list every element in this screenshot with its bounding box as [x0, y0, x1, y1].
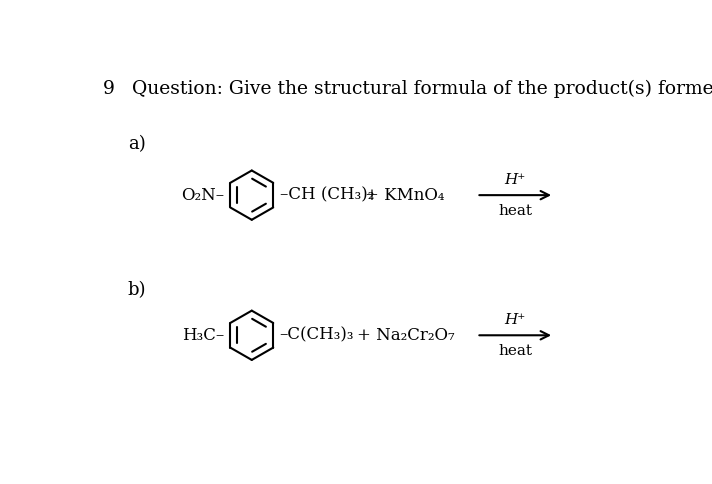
Text: O₂N–: O₂N–	[181, 187, 224, 204]
Text: + Na₂Cr₂O₇: + Na₂Cr₂O₇	[357, 327, 455, 344]
Text: H⁺: H⁺	[505, 173, 526, 187]
Text: –CH (CH₃)₂: –CH (CH₃)₂	[280, 187, 374, 204]
Text: H⁺: H⁺	[505, 313, 526, 327]
Text: 9: 9	[103, 80, 115, 98]
Text: heat: heat	[498, 344, 533, 358]
Text: heat: heat	[498, 204, 533, 218]
Text: b): b)	[127, 281, 146, 300]
Text: a): a)	[127, 135, 145, 153]
Text: + KMnO₄: + KMnO₄	[365, 187, 444, 204]
Text: –C(CH₃)₃: –C(CH₃)₃	[280, 327, 354, 344]
Text: Question: Give the structural formula of the product(s) formed:: Question: Give the structural formula of…	[132, 80, 712, 98]
Text: H₃C–: H₃C–	[182, 327, 224, 344]
